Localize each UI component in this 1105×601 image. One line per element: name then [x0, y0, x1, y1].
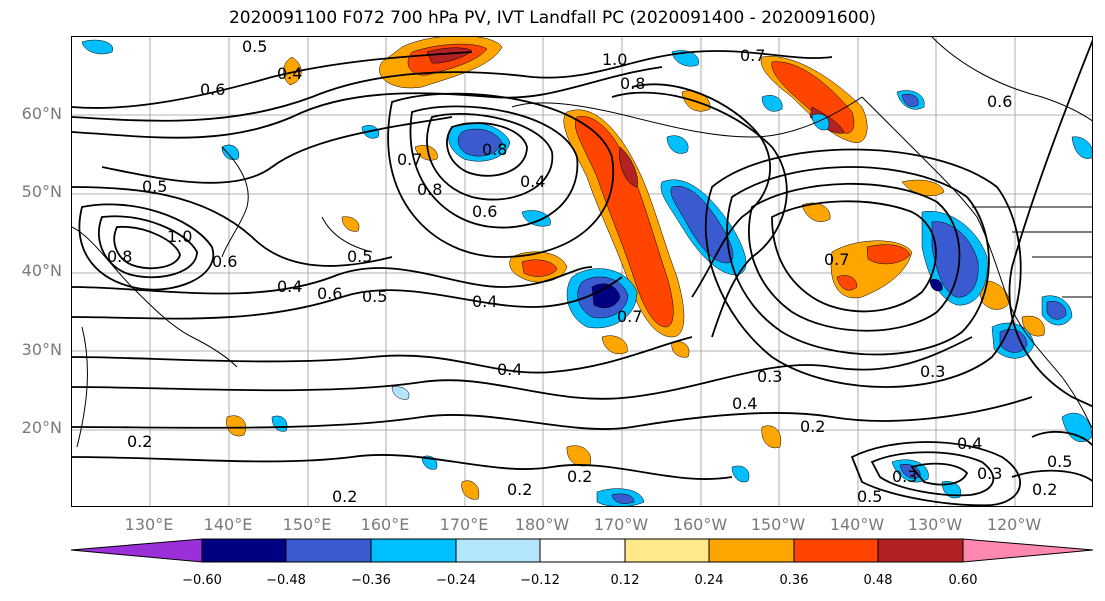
lon-label-150w: 150°W [750, 515, 806, 534]
contour-label: 0.5 [142, 177, 167, 196]
contour-label: 0.2 [567, 467, 592, 486]
contour-label: 0.6 [212, 252, 237, 271]
contour-label: 0.8 [482, 140, 507, 159]
contour-label: 0.2 [1032, 480, 1057, 499]
colorbar-tick-label: −0.60 [182, 573, 222, 588]
contour-label: 0.4 [497, 360, 522, 379]
colorbar-bin [455, 538, 541, 563]
lat-label-20n: 20°N [21, 418, 62, 437]
map-panel[interactable]: 1.0 0.7 0.8 0.6 0.5 0.4 0.4 0.8 0.7 0.8 … [71, 36, 1093, 507]
contour-label: 0.7 [824, 250, 849, 269]
contour-label: 0.4 [472, 292, 497, 311]
colorbar-bin [201, 538, 287, 563]
lon-label-160w: 160°W [672, 515, 728, 534]
lat-label-50n: 50°N [21, 182, 62, 201]
lat-label-60n: 60°N [21, 104, 62, 123]
colorbar-bin [708, 538, 795, 563]
colorbar-tick-label: −0.12 [520, 573, 560, 588]
contour-label: 0.2 [800, 417, 825, 436]
contour-label: 0.3 [920, 362, 945, 381]
colorbar-tick-label: 0.24 [694, 573, 724, 588]
colorbar-tick-label: −0.24 [436, 573, 476, 588]
contour-label: 0.3 [757, 367, 782, 386]
pv-contours [72, 39, 1092, 506]
contour-label: 0.4 [957, 434, 982, 453]
lon-label-130w: 130°W [907, 515, 963, 534]
contour-label: 0.5 [362, 287, 387, 306]
lon-label-140w: 140°W [829, 515, 885, 534]
lon-label-170w: 170°W [593, 515, 649, 534]
contour-label: 0.6 [200, 80, 225, 99]
contour-label: 0.2 [507, 480, 532, 499]
lon-label-160e: 160°E [360, 515, 410, 534]
contour-labels: 1.0 0.7 0.8 0.6 0.5 0.4 0.4 0.8 0.7 0.8 … [107, 37, 1072, 506]
colorbar-bin [539, 538, 626, 563]
colorbar-extend-low [70, 538, 203, 563]
contour-label: 0.6 [987, 92, 1012, 111]
contour-label: 0.3 [977, 464, 1002, 483]
contour-label: 0.4 [277, 277, 302, 296]
contour-label: 0.6 [472, 202, 497, 221]
contour-label: 0.5 [347, 247, 372, 266]
colorbar-tick-label: 0.12 [610, 573, 640, 588]
lon-label-140e: 140°E [203, 515, 253, 534]
contour-label: 1.0 [167, 227, 192, 246]
colorbar-bin [793, 538, 879, 563]
contour-label: 0.8 [417, 180, 442, 199]
contour-label: 0.4 [732, 394, 757, 413]
colorbar-bin [877, 538, 964, 563]
map-title: 2020091100 F072 700 hPa PV, IVT Landfall… [228, 8, 876, 28]
colorbar-tick-label: −0.48 [266, 573, 306, 588]
contour-label: 0.8 [107, 247, 132, 266]
lat-label-30n: 30°N [21, 340, 62, 359]
colorbar-tick-label: 0.60 [948, 573, 978, 588]
contour-label: 0.2 [127, 432, 152, 451]
contour-label: 0.5 [857, 487, 882, 506]
map-canvas: 1.0 0.7 0.8 0.6 0.5 0.4 0.4 0.8 0.7 0.8 … [72, 37, 1092, 506]
coastlines [72, 37, 1092, 448]
colorbar-tick-label: −0.36 [351, 573, 391, 588]
lon-label-150e: 150°E [282, 515, 332, 534]
contour-label: 0.5 [242, 37, 267, 56]
contour-label: 0.7 [397, 150, 422, 169]
contour-label: 0.2 [332, 487, 357, 506]
colorbar-tick-label: 0.48 [863, 573, 893, 588]
colorbar-extend-high [962, 538, 1094, 563]
contour-label: 0.8 [620, 74, 645, 93]
lon-label-170e: 170°E [439, 515, 489, 534]
contour-label: 1.0 [602, 50, 627, 69]
lon-label-180w: 180°W [514, 515, 570, 534]
lat-label-40n: 40°N [21, 261, 62, 280]
lon-label-120w: 120°W [986, 515, 1042, 534]
colorbar-bin [370, 538, 457, 563]
contour-label: 0.3 [892, 467, 917, 486]
contour-label: 0.5 [1047, 452, 1072, 471]
colorbar-tick-label: 0.36 [779, 573, 809, 588]
contour-label: 0.4 [520, 172, 545, 191]
contour-label: 0.7 [617, 307, 642, 326]
colorbar-bin [285, 538, 372, 563]
contour-label: 0.6 [317, 284, 342, 303]
contour-label: 0.4 [277, 64, 302, 83]
lon-label-130e: 130°E [124, 515, 174, 534]
colorbar-bin [624, 538, 710, 563]
contour-label: 0.7 [740, 46, 765, 65]
